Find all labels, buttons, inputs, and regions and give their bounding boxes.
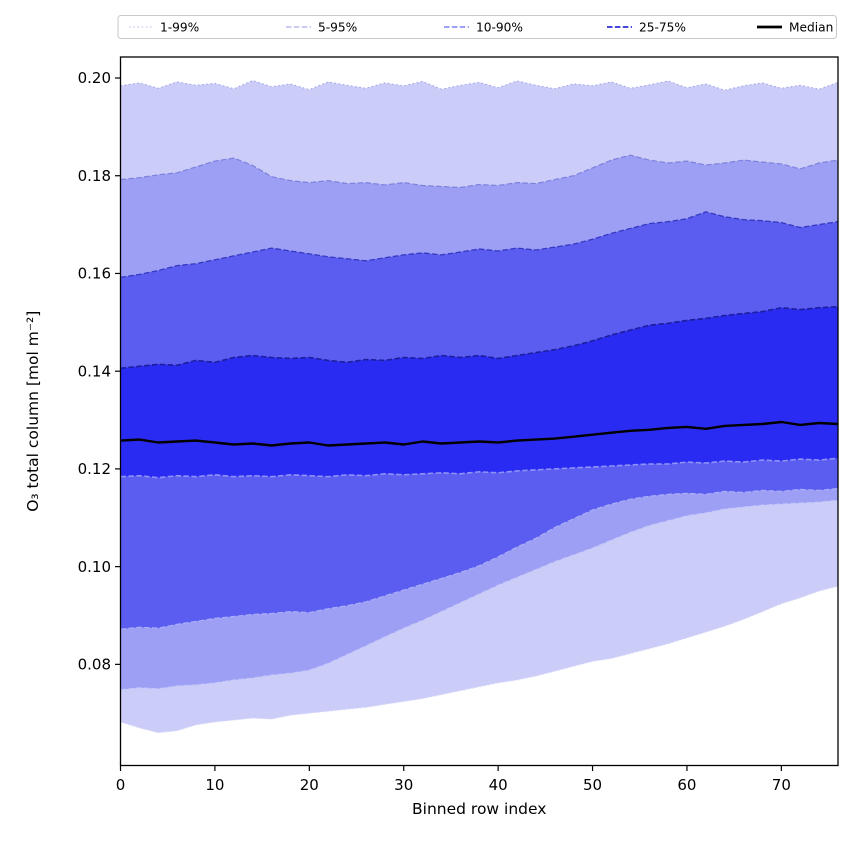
legend-item-5-95pct: 5-95% [286, 21, 357, 35]
x-axis: 0 10 20 30 40 50 60 70 Binned row index [116, 765, 791, 818]
legend: 1-99% 5-95% 10-90% 25-75% Median [117, 15, 837, 39]
y-tick-label: 0.10 [78, 558, 111, 576]
legend-label: Median [789, 21, 833, 35]
percentile-line-p10 [120, 487, 839, 630]
band-25-75pct [120, 306, 838, 478]
y-tick-label: 0.12 [78, 460, 111, 478]
y-tick-label: 0.16 [78, 265, 111, 283]
x-tick-label: 20 [300, 776, 319, 794]
legend-label: 25-75% [639, 21, 686, 35]
legend-label: 5-95% [318, 21, 357, 35]
plot-area [120, 79, 839, 734]
legend-box [117, 15, 837, 39]
y-tick-label: 0.18 [78, 167, 111, 185]
y-tick-label: 0.08 [78, 656, 111, 674]
x-tick-label: 30 [394, 776, 413, 794]
x-tick-label: 40 [489, 776, 508, 794]
x-tick-label: 70 [772, 776, 791, 794]
legend-item-25-75pct: 25-75% [607, 21, 686, 35]
percentile-line-p90 [120, 211, 839, 279]
x-tick-label: 0 [116, 776, 126, 794]
legend-item-10-90pct: 10-90% [444, 21, 523, 35]
percentile-line-p25 [120, 457, 839, 479]
percentile-line-p05 [120, 499, 839, 691]
percentile-line-p99 [120, 79, 839, 91]
legend-label: 10-90% [476, 21, 523, 35]
x-tick-label: 10 [205, 776, 224, 794]
percentile-line-p01 [120, 585, 839, 734]
legend-label: 1-99% [160, 21, 199, 35]
y-axis-label: O₃ total column [mol m⁻²] [24, 311, 42, 512]
median-line [120, 420, 839, 447]
y-axis: 0.20 0.18 0.16 0.14 0.12 0.10 0.08 O₃ total col… [24, 69, 121, 674]
plot-border [119, 56, 839, 767]
y-tick-label: 0.20 [78, 69, 111, 87]
x-tick-label: 50 [583, 776, 602, 794]
x-axis-label: Binned row index [412, 800, 546, 818]
y-tick-label: 0.14 [78, 362, 111, 380]
percentile-line-p95 [120, 154, 839, 189]
x-tick-label: 60 [677, 776, 696, 794]
legend-item-1-99pct: 1-99% [129, 21, 199, 35]
percentile-line-p75 [120, 305, 839, 370]
legend-item-median: Median [757, 21, 833, 35]
